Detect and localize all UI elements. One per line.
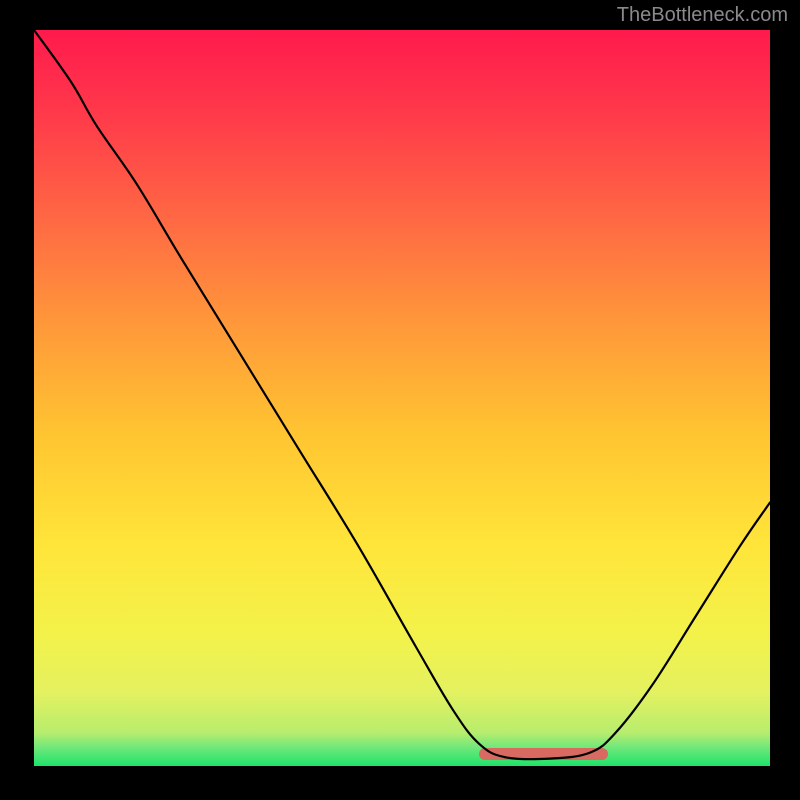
- curve-path: [34, 30, 770, 759]
- chart-plot-area: [34, 30, 770, 766]
- bottleneck-curve: [34, 30, 770, 766]
- watermark-text: TheBottleneck.com: [617, 4, 788, 27]
